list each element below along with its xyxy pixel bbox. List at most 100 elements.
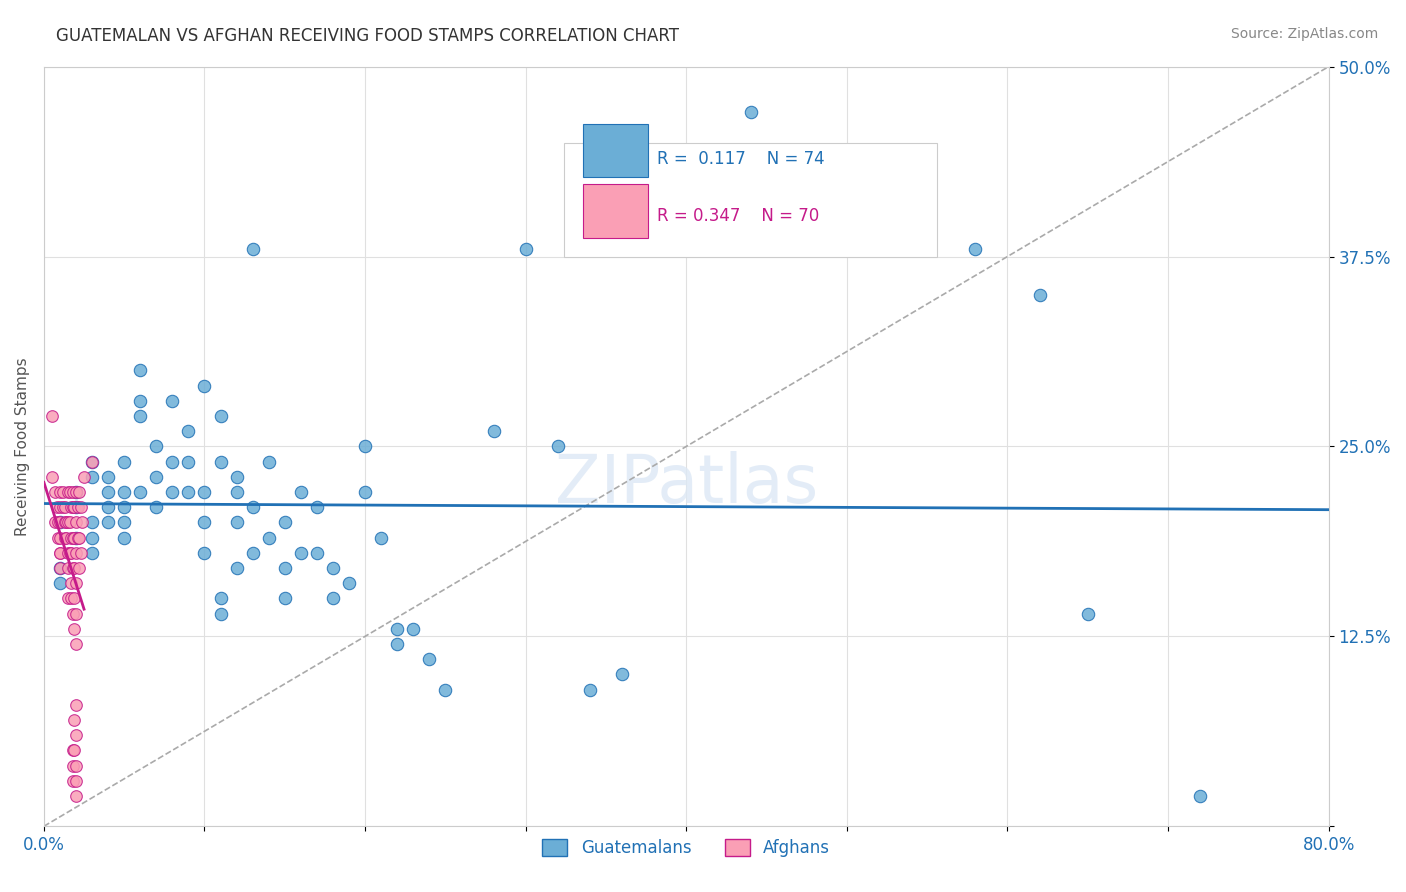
Text: R =  0.117    N = 74: R = 0.117 N = 74 xyxy=(657,150,824,169)
Guatemalans xyxy=(129,363,152,377)
Afghans xyxy=(72,516,94,530)
Guatemalans xyxy=(257,531,280,545)
Afghans xyxy=(56,516,79,530)
Guatemalans xyxy=(610,667,633,681)
Guatemalans xyxy=(370,531,392,545)
Afghans xyxy=(53,500,76,515)
Guatemalans xyxy=(112,485,135,500)
Afghans xyxy=(53,516,76,530)
Afghans xyxy=(58,516,80,530)
Guatemalans xyxy=(80,455,103,469)
Afghans xyxy=(55,516,77,530)
Guatemalans xyxy=(209,607,232,621)
Guatemalans xyxy=(322,561,344,575)
Guatemalans xyxy=(290,546,312,560)
Afghans xyxy=(49,546,72,560)
Afghans xyxy=(65,637,87,651)
Guatemalans xyxy=(112,531,135,545)
Afghans xyxy=(46,516,69,530)
Guatemalans xyxy=(193,485,215,500)
Guatemalans xyxy=(193,516,215,530)
Guatemalans xyxy=(225,561,247,575)
Afghans xyxy=(44,516,66,530)
Afghans xyxy=(63,713,86,727)
Guatemalans xyxy=(162,393,184,408)
Text: ZIPatlas: ZIPatlas xyxy=(554,451,818,517)
Afghans xyxy=(49,516,72,530)
Afghans xyxy=(69,546,91,560)
Guatemalans xyxy=(1077,607,1099,621)
Guatemalans xyxy=(1189,789,1212,803)
Guatemalans xyxy=(274,516,297,530)
Afghans xyxy=(63,561,86,575)
Guatemalans xyxy=(209,591,232,606)
Afghans xyxy=(49,500,72,515)
Afghans xyxy=(67,561,90,575)
Afghans xyxy=(49,546,72,560)
Afghans xyxy=(60,500,83,515)
Afghans xyxy=(62,758,84,772)
Guatemalans xyxy=(242,500,264,515)
Guatemalans xyxy=(547,439,569,453)
Afghans xyxy=(45,500,67,515)
Afghans xyxy=(55,531,77,545)
Afghans xyxy=(41,470,63,484)
Guatemalans xyxy=(80,546,103,560)
Guatemalans xyxy=(80,470,103,484)
Afghans xyxy=(62,607,84,621)
Guatemalans xyxy=(129,393,152,408)
Guatemalans xyxy=(65,500,87,515)
Guatemalans xyxy=(225,470,247,484)
Afghans xyxy=(46,531,69,545)
Afghans xyxy=(44,485,66,500)
Afghans xyxy=(66,500,89,515)
Guatemalans xyxy=(162,485,184,500)
Afghans xyxy=(62,485,84,500)
Afghans xyxy=(66,531,89,545)
Guatemalans xyxy=(80,531,103,545)
Afghans xyxy=(63,591,86,606)
Guatemalans xyxy=(225,516,247,530)
Guatemalans xyxy=(112,455,135,469)
FancyBboxPatch shape xyxy=(564,143,936,257)
Afghans xyxy=(56,485,79,500)
Guatemalans xyxy=(209,409,232,423)
Afghans xyxy=(73,470,96,484)
Afghans xyxy=(65,773,87,788)
Afghans xyxy=(62,743,84,757)
Afghans xyxy=(62,561,84,575)
Guatemalans xyxy=(418,652,440,666)
Afghans xyxy=(49,531,72,545)
Guatemalans xyxy=(387,637,409,651)
Afghans xyxy=(63,622,86,636)
Guatemalans xyxy=(290,485,312,500)
Guatemalans xyxy=(112,500,135,515)
Guatemalans xyxy=(242,546,264,560)
Guatemalans xyxy=(434,682,457,697)
Afghans xyxy=(60,576,83,591)
Guatemalans xyxy=(209,455,232,469)
Afghans xyxy=(60,531,83,545)
Afghans xyxy=(56,546,79,560)
Afghans xyxy=(58,485,80,500)
Guatemalans xyxy=(402,622,425,636)
Afghans xyxy=(56,561,79,575)
Guatemalans xyxy=(177,424,200,438)
Guatemalans xyxy=(322,591,344,606)
Afghans xyxy=(62,773,84,788)
Guatemalans xyxy=(177,455,200,469)
Afghans xyxy=(60,546,83,560)
Y-axis label: Receiving Food Stamps: Receiving Food Stamps xyxy=(15,357,30,536)
Guatemalans xyxy=(225,485,247,500)
Guatemalans xyxy=(305,500,328,515)
Afghans xyxy=(62,531,84,545)
Guatemalans xyxy=(97,500,120,515)
Guatemalans xyxy=(354,439,377,453)
Afghans xyxy=(60,591,83,606)
Guatemalans xyxy=(337,576,360,591)
Afghans xyxy=(63,743,86,757)
Text: GUATEMALAN VS AFGHAN RECEIVING FOOD STAMPS CORRELATION CHART: GUATEMALAN VS AFGHAN RECEIVING FOOD STAM… xyxy=(56,27,679,45)
Afghans xyxy=(65,758,87,772)
Guatemalans xyxy=(80,516,103,530)
Guatemalans xyxy=(97,516,120,530)
